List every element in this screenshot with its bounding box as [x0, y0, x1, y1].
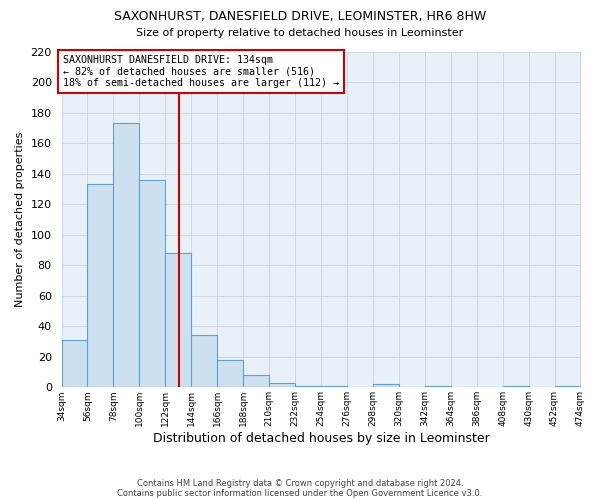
Bar	[88, 184, 113, 388]
Text: SAXONHURST, DANESFIELD DRIVE, LEOMINSTER, HR6 8HW: SAXONHURST, DANESFIELD DRIVE, LEOMINSTER…	[114, 10, 486, 23]
Bar	[243, 375, 269, 388]
Bar	[373, 384, 399, 388]
Bar	[191, 336, 217, 388]
Bar	[321, 386, 347, 388]
Bar	[295, 386, 321, 388]
Bar	[554, 386, 580, 388]
Bar	[166, 253, 191, 388]
X-axis label: Distribution of detached houses by size in Leominster: Distribution of detached houses by size …	[152, 432, 490, 445]
Bar	[503, 386, 529, 388]
Y-axis label: Number of detached properties: Number of detached properties	[15, 132, 25, 307]
Bar	[217, 360, 243, 388]
Bar	[113, 123, 139, 388]
Text: Size of property relative to detached houses in Leominster: Size of property relative to detached ho…	[136, 28, 464, 38]
Text: Contains public sector information licensed under the Open Government Licence v3: Contains public sector information licen…	[118, 488, 482, 498]
Bar	[139, 180, 166, 388]
Bar	[269, 382, 295, 388]
Text: SAXONHURST DANESFIELD DRIVE: 134sqm
← 82% of detached houses are smaller (516)
1: SAXONHURST DANESFIELD DRIVE: 134sqm ← 82…	[63, 54, 339, 88]
Text: Contains HM Land Registry data © Crown copyright and database right 2024.: Contains HM Land Registry data © Crown c…	[137, 478, 463, 488]
Bar	[62, 340, 88, 388]
Bar	[425, 386, 451, 388]
